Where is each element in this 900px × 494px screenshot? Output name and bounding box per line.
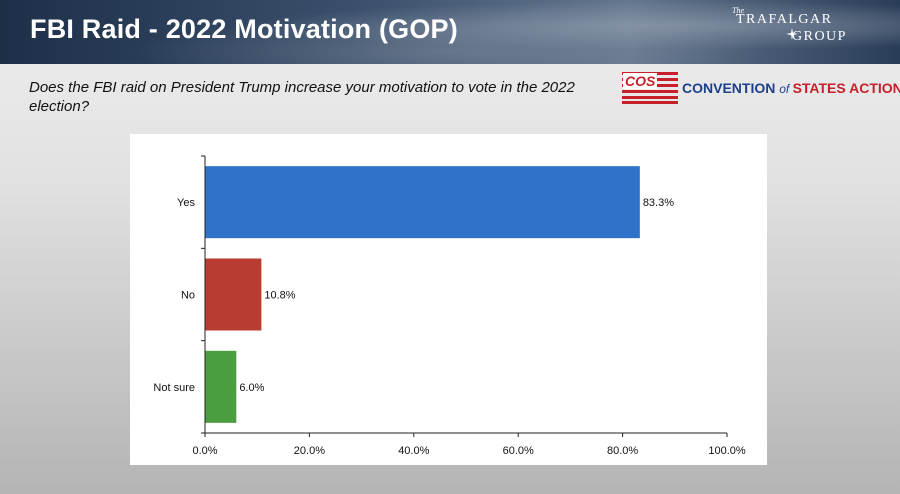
category-label-not-sure: Not sure [153,382,195,394]
chart-panel: 83.3% Yes 10.8% No 6.0% Not sure 0.0% 20.0% 40.0… [130,134,767,465]
data-label-no: 10.8% [264,290,295,302]
logo-the-text: The [732,6,744,15]
cos-name: CONVENTION of STATES ACTION [682,80,900,96]
logo-line2-text: GROUP [792,29,847,44]
bar-chart: 83.3% Yes 10.8% No 6.0% Not sure 0.0% 20.0% 40.0… [153,155,746,457]
cos-name-part2: of [779,82,793,96]
x-tick-label: 80.0% [607,445,638,457]
cos-abbr: COS [623,73,658,89]
cos-name-part1: CONVENTION [682,80,780,96]
data-label-not-sure: 6.0% [239,382,264,394]
logo-line1-text: TRAFALGAR [736,12,833,27]
category-label-no: No [181,290,195,302]
x-tick-label: 20.0% [294,445,325,457]
bar-not-sure [205,350,237,423]
compass-star-icon [786,28,798,40]
x-tick-label: 0.0% [192,445,217,457]
trafalgar-group-logo: The TRAFALGAR GROUP [728,6,878,56]
x-tick-label: 100.0% [708,445,746,457]
x-tick-label: 60.0% [503,445,534,457]
flag-icon: COS [622,72,678,104]
slide-header: FBI Raid - 2022 Motivation (GOP) The TRA… [0,0,900,64]
bar-no [205,258,262,331]
bar-yes [205,166,640,239]
cos-name-part3: STATES ACTION [792,80,900,96]
slide-title: FBI Raid - 2022 Motivation (GOP) [30,14,458,44]
category-label-yes: Yes [177,197,195,209]
data-label-yes: 83.3% [643,197,674,209]
x-tick-label: 40.0% [398,445,429,457]
convention-of-states-logo: COS CONVENTION of STATES ACTION [622,72,900,106]
survey-question: Does the FBI raid on President Trump inc… [29,79,575,115]
